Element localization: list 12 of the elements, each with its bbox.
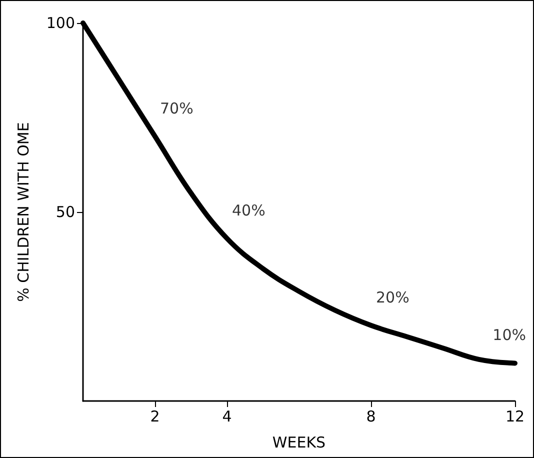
- annotation: 40%: [232, 201, 266, 220]
- x-tick-label: 2: [150, 408, 160, 426]
- annotation: 70%: [160, 99, 194, 118]
- annotation: 10%: [492, 326, 526, 344]
- x-tick-label: 4: [222, 408, 232, 426]
- y-axis-title: % CHILDREN WITH OME: [14, 122, 32, 302]
- y-tick-label: 100: [46, 14, 75, 32]
- x-tick-label: 8: [366, 408, 376, 426]
- y-tick-label: 50: [56, 203, 75, 221]
- annotation: 20%: [376, 288, 410, 306]
- x-axis-title: WEEKS: [272, 434, 326, 452]
- x-tick-label: 12: [505, 408, 525, 426]
